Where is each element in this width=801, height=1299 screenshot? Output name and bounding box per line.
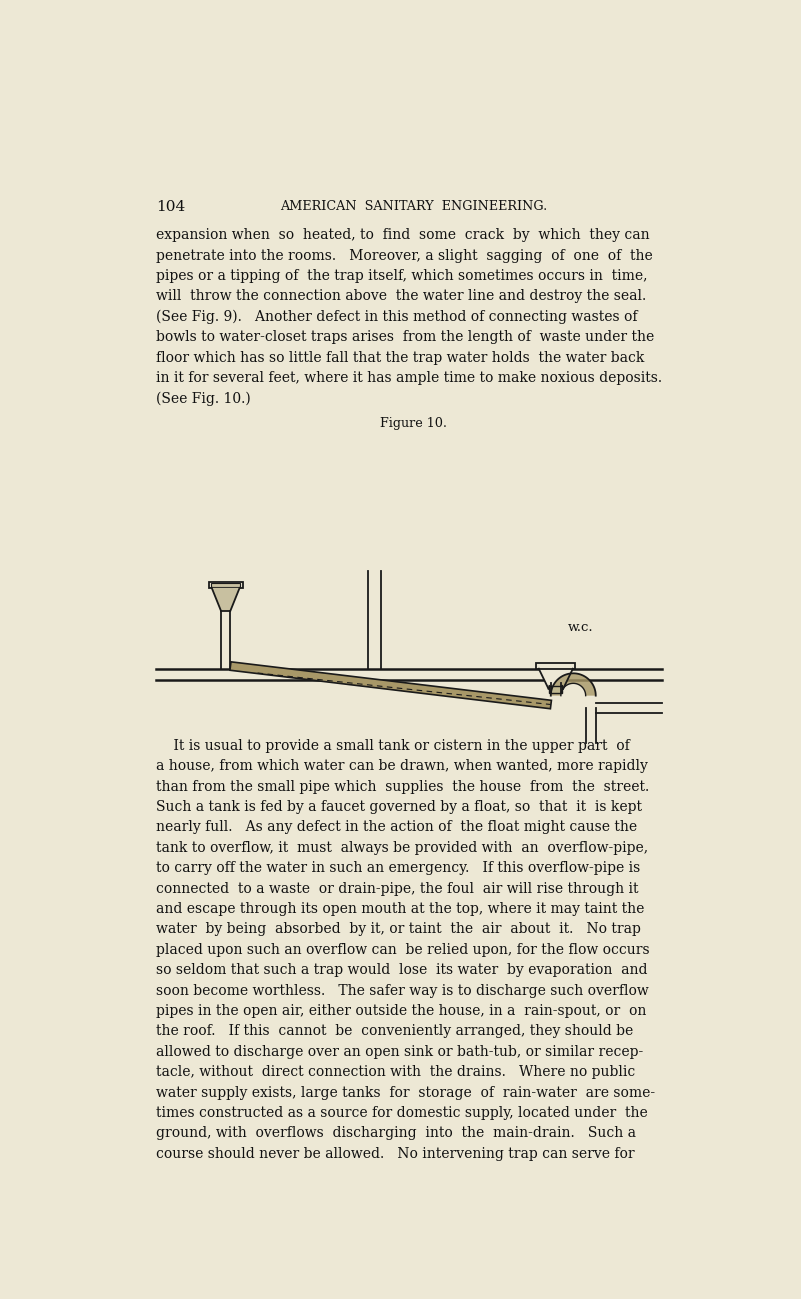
Text: penetrate into the rooms.   Moreover, a slight  sagging  of  one  of  the: penetrate into the rooms. Moreover, a sl… bbox=[156, 248, 653, 262]
Text: will  throw the connection above  the water line and destroy the seal.: will throw the connection above the wate… bbox=[156, 290, 646, 304]
Text: and escape through its open mouth at the top, where it may taint the: and escape through its open mouth at the… bbox=[156, 902, 644, 916]
Bar bbox=[208, 582, 243, 588]
Polygon shape bbox=[230, 661, 551, 709]
Polygon shape bbox=[211, 588, 239, 611]
Text: allowed to discharge over an open sink or bath-tub, or similar recep-: allowed to discharge over an open sink o… bbox=[156, 1044, 643, 1059]
Text: so seldom that such a trap would  lose  its water  by evaporation  and: so seldom that such a trap would lose it… bbox=[156, 964, 647, 977]
Text: expansion when  so  heated, to  find  some  crack  by  which  they can: expansion when so heated, to find some c… bbox=[156, 229, 650, 242]
Text: pipes or a tipping of  the trap itself, which sometimes occurs in  time,: pipes or a tipping of the trap itself, w… bbox=[156, 269, 647, 283]
Text: pipes in the open air, either outside the house, in a  rain-spout, or  on: pipes in the open air, either outside th… bbox=[156, 1004, 646, 1018]
Text: nearly full.   As any defect in the action of  the float might cause the: nearly full. As any defect in the action… bbox=[156, 821, 637, 834]
Text: 104: 104 bbox=[156, 200, 185, 214]
Text: Figure 10.: Figure 10. bbox=[380, 417, 448, 430]
Bar bbox=[211, 583, 240, 587]
Text: ground, with  overflows  discharging  into  the  main-drain.   Such a: ground, with overflows discharging into … bbox=[156, 1126, 636, 1141]
Text: in it for several feet, where it has ample time to make noxious deposits.: in it for several feet, where it has amp… bbox=[156, 372, 662, 385]
Text: water supply exists, large tanks  for  storage  of  rain-water  are some-: water supply exists, large tanks for sto… bbox=[156, 1086, 655, 1100]
Bar bbox=[537, 664, 575, 669]
Text: than from the small pipe which  supplies  the house  from  the  street.: than from the small pipe which supplies … bbox=[156, 779, 649, 794]
Text: connected  to a waste  or drain-pipe, the foul  air will rise through it: connected to a waste or drain-pipe, the … bbox=[156, 882, 638, 895]
Polygon shape bbox=[539, 669, 573, 688]
Text: soon become worthless.   The safer way is to discharge such overflow: soon become worthless. The safer way is … bbox=[156, 983, 649, 998]
Text: tank to overflow, it  must  always be provided with  an  overflow-pipe,: tank to overflow, it must always be prov… bbox=[156, 840, 648, 855]
Text: AMERICAN  SANITARY  ENGINEERING.: AMERICAN SANITARY ENGINEERING. bbox=[280, 200, 548, 213]
Text: Such a tank is fed by a faucet governed by a float, so  that  it  is kept: Such a tank is fed by a faucet governed … bbox=[156, 800, 642, 814]
Polygon shape bbox=[551, 673, 596, 696]
Text: tacle, without  direct connection with  the drains.   Where no public: tacle, without direct connection with th… bbox=[156, 1065, 635, 1079]
Text: water  by being  absorbed  by it, or taint  the  air  about  it.   No trap: water by being absorbed by it, or taint … bbox=[156, 922, 641, 937]
Text: times constructed as a source for domestic supply, located under  the: times constructed as a source for domest… bbox=[156, 1105, 648, 1120]
Bar bbox=[549, 686, 562, 694]
Text: a house, from which water can be drawn, when wanted, more rapidly: a house, from which water can be drawn, … bbox=[156, 759, 648, 773]
Text: bowls to water-closet traps arises  from the length of  waste under the: bowls to water-closet traps arises from … bbox=[156, 330, 654, 344]
Text: (See Fig. 10.): (See Fig. 10.) bbox=[156, 391, 251, 405]
Text: to carry off the water in such an emergency.   If this overflow-pipe is: to carry off the water in such an emerge… bbox=[156, 861, 640, 876]
Text: It is usual to provide a small tank or cistern in the upper part  of: It is usual to provide a small tank or c… bbox=[156, 739, 630, 752]
Text: (See Fig. 9).   Another defect in this method of connecting wastes of: (See Fig. 9). Another defect in this met… bbox=[156, 310, 638, 325]
Text: floor which has so little fall that the trap water holds  the water back: floor which has so little fall that the … bbox=[156, 351, 644, 365]
Text: course should never be allowed.   No intervening trap can serve for: course should never be allowed. No inter… bbox=[156, 1147, 634, 1161]
Text: placed upon such an overflow can  be relied upon, for the flow occurs: placed upon such an overflow can be reli… bbox=[156, 943, 650, 957]
Text: w.c.: w.c. bbox=[568, 621, 594, 634]
Text: the roof.   If this  cannot  be  conveniently arranged, they should be: the roof. If this cannot be conveniently… bbox=[156, 1025, 633, 1038]
